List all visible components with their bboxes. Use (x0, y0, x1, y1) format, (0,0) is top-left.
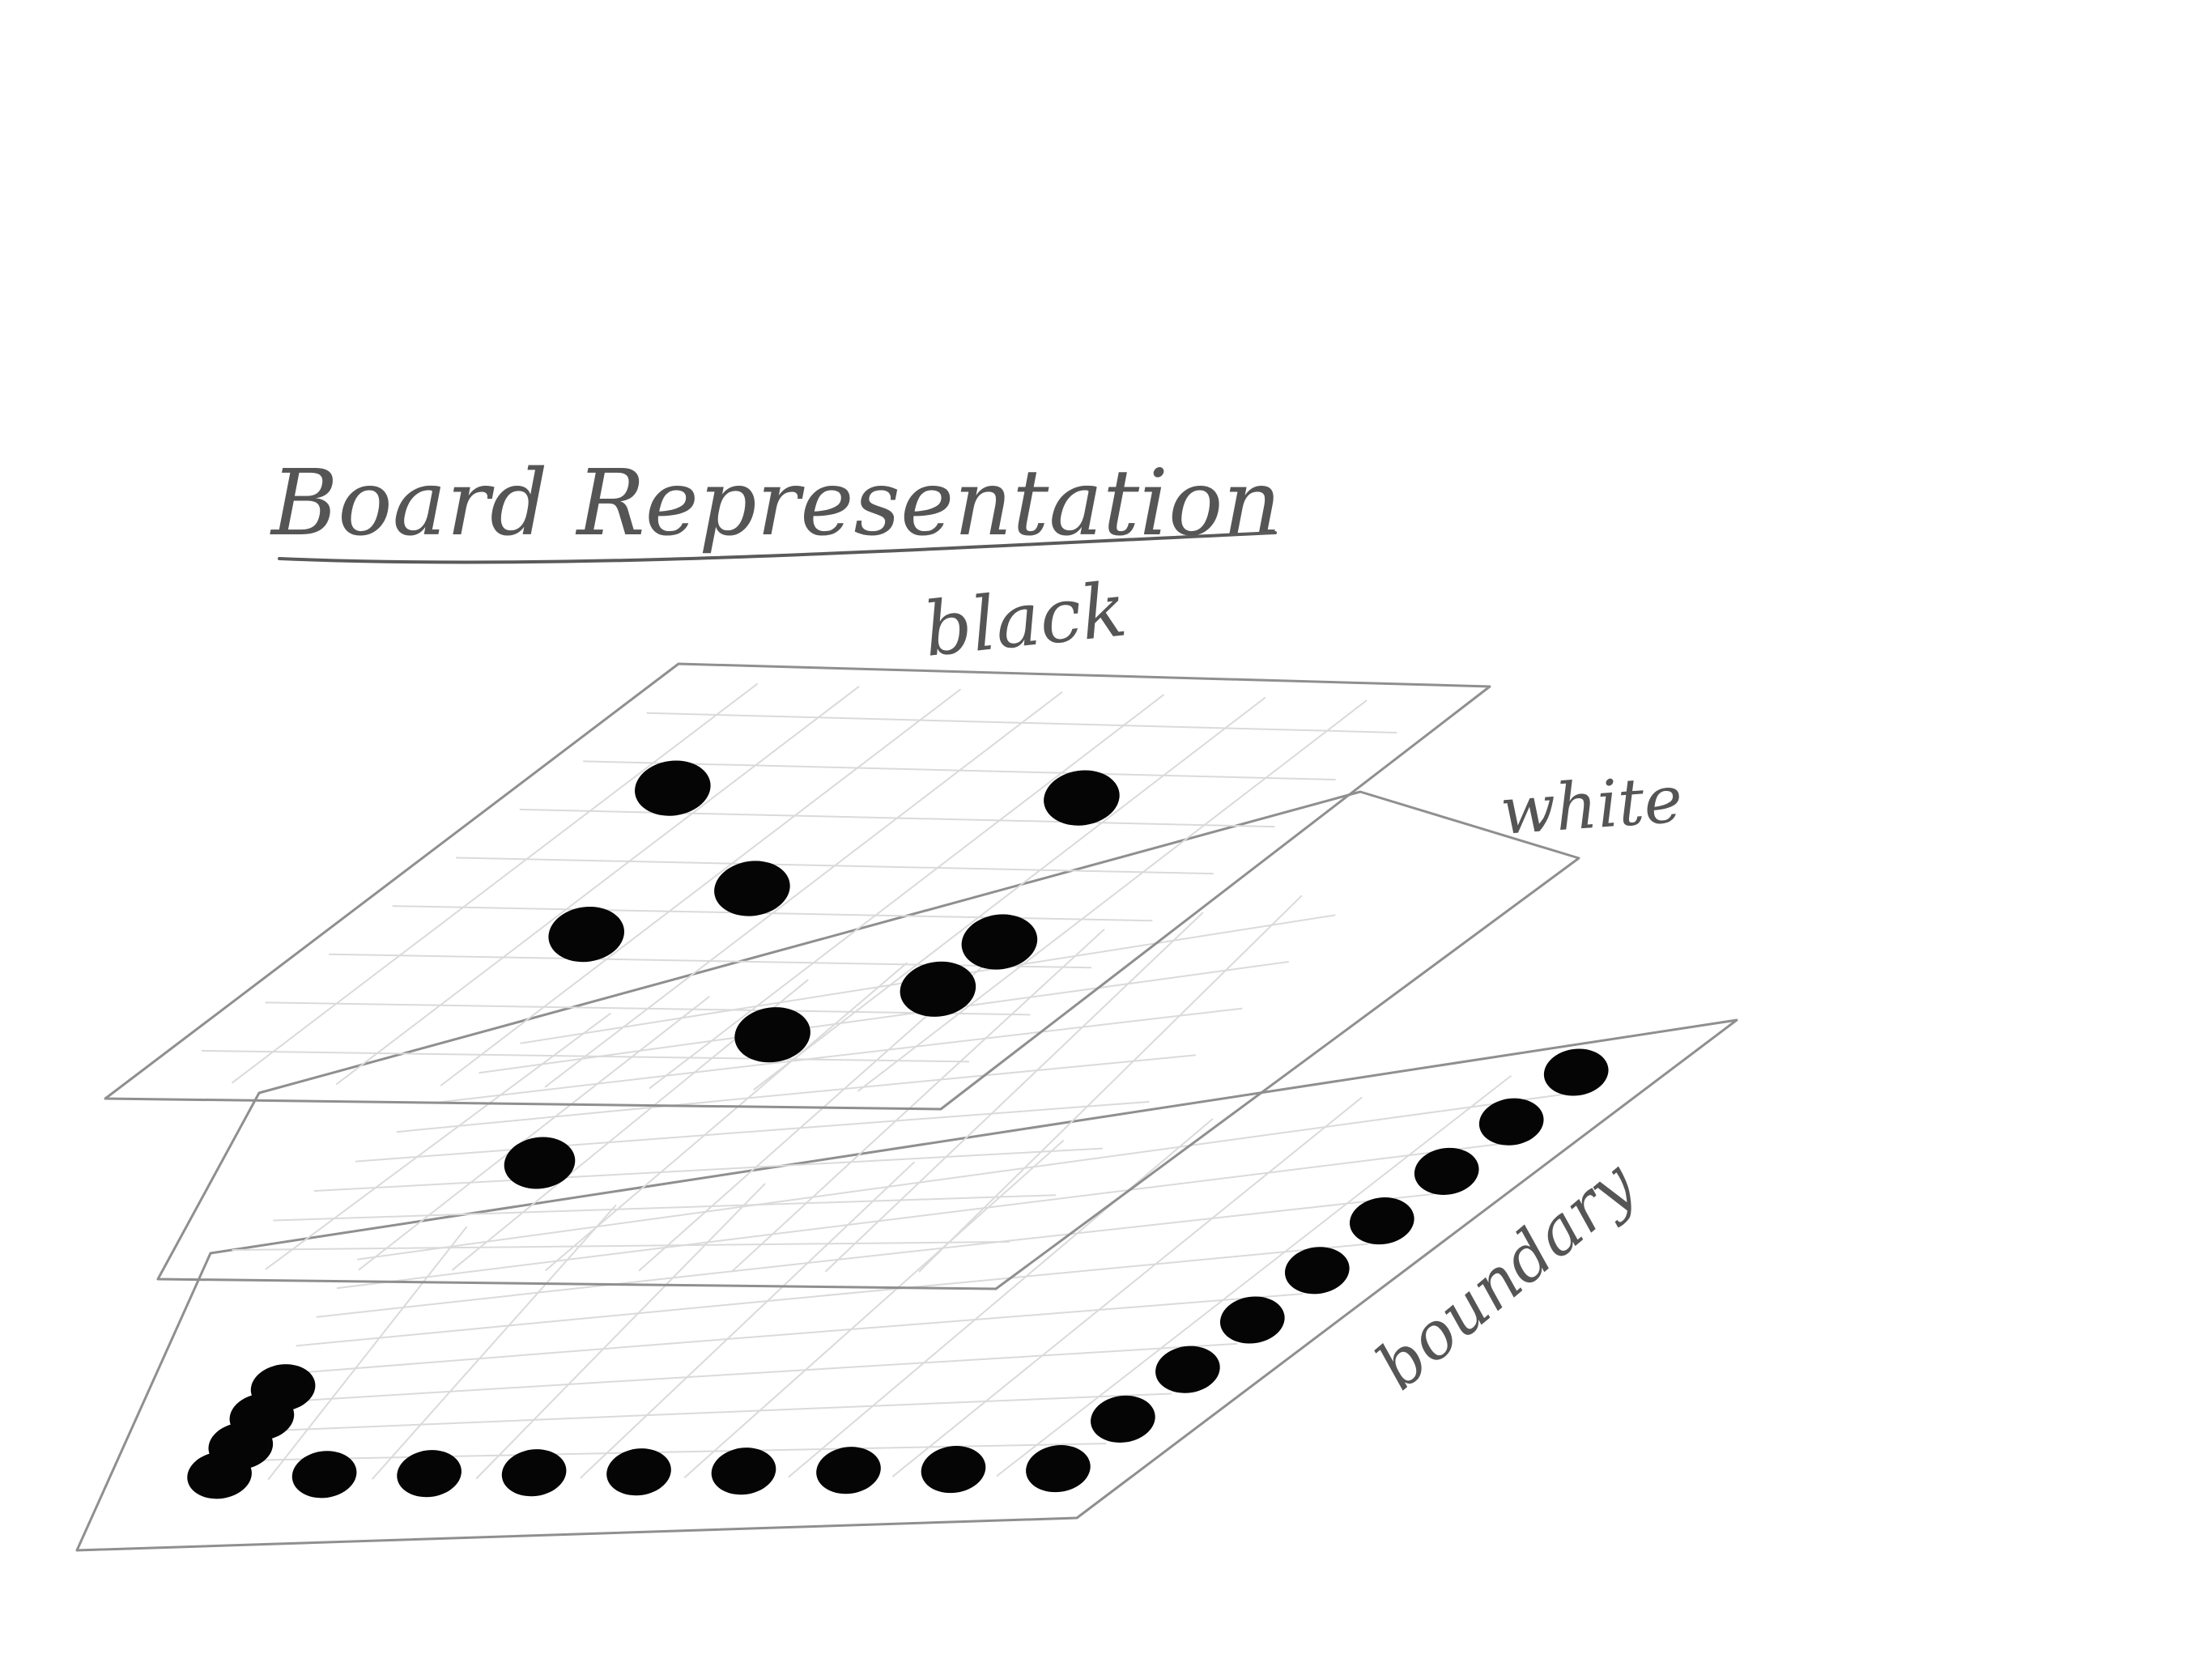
black-stone (545, 902, 627, 967)
boundary-grid-column-line (269, 1227, 466, 1479)
boundary-stone (1541, 1044, 1611, 1099)
black-stone (958, 909, 1040, 974)
boundary-stone (1023, 1441, 1093, 1496)
black-grid-row-line (520, 810, 1274, 827)
black-grid-column-line (232, 684, 757, 1082)
boundary-grid-column-line (685, 1141, 1063, 1477)
white-plane: white (158, 761, 1685, 1289)
black-grid-column-line (441, 690, 960, 1086)
black-grid-row-line (202, 1051, 968, 1061)
boundary-stone (393, 1446, 464, 1501)
boundary-plane: boundary (77, 1020, 1737, 1550)
boundary-stone (918, 1442, 989, 1497)
black-label: black (920, 566, 1130, 674)
white-grid (232, 896, 1334, 1272)
black-stone (731, 1002, 814, 1067)
diagram-title: Board Representation (270, 451, 1282, 563)
black-plane: black (105, 566, 1490, 1109)
black-grid-column-line (858, 700, 1366, 1090)
black-stone (1040, 766, 1123, 831)
boundary-stone (813, 1443, 883, 1498)
boundary-stone (289, 1447, 359, 1502)
boundary-stones (184, 1044, 1611, 1503)
boundary-stone (1476, 1095, 1546, 1150)
boundary-stone (1152, 1342, 1223, 1397)
black-grid-row-line (648, 713, 1397, 733)
white-stones (501, 1133, 579, 1193)
black-grid-row-line (457, 858, 1213, 874)
boundary-grid (215, 1076, 1564, 1479)
boundary-grid-row-line (256, 1344, 1236, 1404)
white-grid-column-line (359, 997, 709, 1269)
boundary-stone (1087, 1392, 1158, 1447)
boundary-stone (1217, 1292, 1287, 1347)
boundary-grid-row-line (236, 1394, 1172, 1433)
black-grid-column-line (754, 698, 1265, 1090)
boundary-grid-row-line (276, 1294, 1302, 1375)
boundary-label: boundary (1362, 1146, 1650, 1405)
white-stone (501, 1133, 579, 1193)
black-stone (896, 957, 979, 1022)
black-stone (632, 756, 714, 821)
white-grid-row-line (232, 1242, 1009, 1250)
black-stone (711, 856, 793, 920)
boundary-stone (1411, 1144, 1482, 1199)
boundary-grid-column-line (477, 1184, 765, 1477)
white-label: white (1498, 761, 1685, 848)
boundary-stone (1346, 1193, 1417, 1248)
